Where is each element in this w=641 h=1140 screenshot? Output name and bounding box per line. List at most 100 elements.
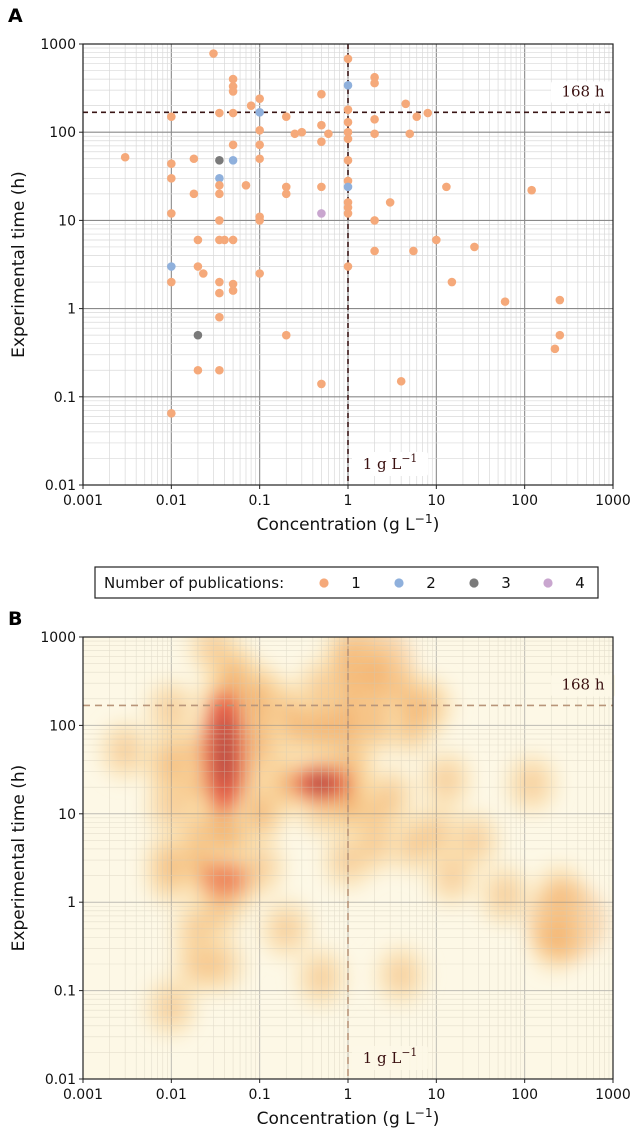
reference-label-168h: 168 h (561, 82, 604, 100)
data-point (167, 112, 176, 121)
data-point (343, 203, 353, 212)
legend-entry-label: 1 (351, 574, 361, 592)
data-points (120, 49, 565, 418)
data-point (167, 159, 176, 168)
data-point (317, 209, 326, 218)
x-tick-label: 100 (511, 493, 538, 509)
data-point (317, 120, 326, 130)
y-tick-label: 10 (58, 213, 76, 229)
x-tick-label: 1 (344, 493, 353, 509)
data-point (189, 189, 199, 199)
data-point (385, 198, 395, 207)
data-point (370, 129, 379, 139)
data-point (215, 189, 224, 199)
x-tick-label: 1 (344, 1087, 353, 1103)
legend-entry-label: 2 (426, 574, 436, 592)
data-point (255, 140, 264, 150)
y-tick-label: 10 (58, 807, 76, 823)
data-point (255, 126, 264, 135)
data-point (370, 72, 379, 82)
data-point (215, 181, 224, 190)
data-point (555, 295, 565, 305)
data-point (343, 81, 353, 90)
data-point (412, 112, 422, 121)
data-point (167, 209, 176, 218)
data-point (193, 365, 203, 375)
reference-label-168h: 168 h (561, 675, 604, 693)
data-point (228, 279, 238, 289)
data-point (297, 127, 307, 137)
data-point (396, 376, 406, 386)
data-point (255, 94, 264, 103)
x-tick-label: 10 (427, 493, 445, 509)
y-tick-label: 100 (49, 718, 76, 734)
data-point (167, 277, 176, 287)
data-point (228, 108, 238, 118)
scatter-chart: 168 h1 g L−10.001 0.01 0.1 1 10 100 10000.010.… (9, 37, 631, 535)
legend-marker (394, 578, 404, 588)
data-point (228, 87, 238, 96)
x-tick-label: 0.001 (63, 493, 103, 509)
data-point (228, 74, 238, 84)
legend-entry-label: 3 (501, 574, 511, 592)
x-tick-label: 1000 (595, 493, 631, 509)
legend: Number of publications: 1 2 3 4 (94, 566, 599, 599)
x-axis-label: Concentration (g L−1) (257, 1106, 440, 1129)
x-tick-label: 10 (427, 1087, 445, 1103)
x-tick-label: 0.001 (63, 1087, 103, 1103)
data-point (167, 174, 176, 183)
x-tick-label: 100 (511, 1087, 538, 1103)
data-point (343, 54, 353, 64)
data-point (193, 330, 203, 340)
data-point (167, 262, 176, 271)
data-point (255, 154, 264, 164)
x-tick-label: 1000 (595, 1087, 631, 1103)
y-axis-label: Experimental time (h) (9, 171, 29, 358)
data-point (120, 152, 130, 162)
data-point (343, 209, 353, 218)
data-point (500, 297, 510, 306)
data-point (193, 235, 203, 245)
data-point (317, 182, 326, 192)
data-point (370, 115, 379, 124)
data-point (432, 235, 441, 245)
density-heatmap: 168 h1 g L−10.001 0.01 0.1 1 10 100 10000.010.… (9, 630, 631, 1129)
y-tick-label: 0.1 (54, 390, 76, 406)
data-point (281, 189, 291, 199)
density-core (434, 764, 459, 797)
reference-label-1gL: 1 g L−1 (363, 1046, 418, 1067)
data-point (228, 156, 238, 165)
x-axis-label: Concentration (g L−1) (257, 512, 440, 535)
y-tick-label: 0.01 (45, 478, 76, 494)
legend-entry-label: 4 (575, 574, 585, 592)
data-point (215, 174, 224, 183)
data-point (215, 156, 224, 165)
data-point (215, 108, 224, 118)
data-point (409, 246, 418, 256)
data-point (209, 49, 218, 58)
data-point (423, 108, 433, 118)
y-tick-label: 1 (67, 302, 76, 318)
data-point (317, 89, 326, 99)
data-point (447, 277, 457, 287)
legend-title: Number of publications: (104, 574, 284, 592)
data-point (343, 182, 353, 192)
data-point (281, 330, 291, 340)
data-point (215, 277, 224, 287)
data-point (405, 129, 415, 139)
data-point (228, 140, 238, 150)
reference-label-bg (551, 81, 615, 104)
y-tick-label: 100 (49, 125, 76, 141)
panel-label-a: A (8, 5, 23, 27)
data-point (255, 269, 264, 278)
x-tick-label: 0.01 (156, 493, 187, 509)
y-axis-label: Experimental time (h) (9, 765, 29, 952)
density-core (519, 767, 544, 800)
data-point (198, 269, 208, 278)
reference-label-bg (352, 1046, 428, 1070)
data-point (167, 409, 176, 418)
data-point (401, 99, 411, 109)
data-point (220, 235, 229, 245)
data-point (193, 262, 203, 271)
